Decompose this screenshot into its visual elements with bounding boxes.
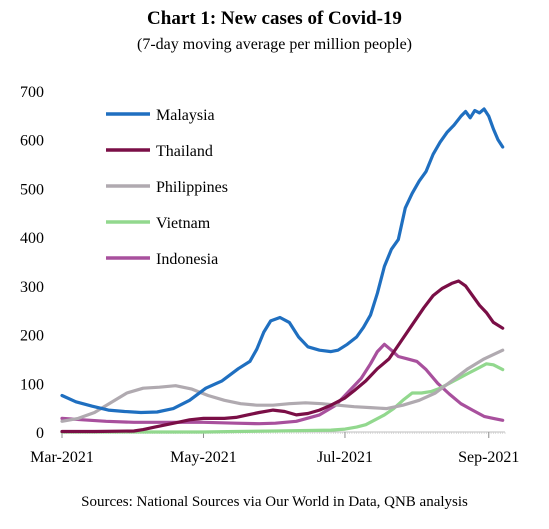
series-line-thailand — [60, 279, 505, 434]
chart-subtitle: (7-day moving average per million people… — [136, 36, 412, 53]
x-axis: Mar-2021 May-2021 Jul-2021 Sep-2021 — [30, 431, 519, 466]
y-tick-label: 400 — [20, 230, 44, 247]
legend-label: Vietnam — [156, 215, 211, 232]
x-tick-label: May-2021 — [170, 449, 237, 466]
x-tick-label: Jul-2021 — [317, 449, 373, 466]
legend-label: Malaysia — [156, 107, 215, 124]
legend-item-thailand: Thailand — [106, 143, 213, 160]
y-tick-label: 0 — [36, 425, 44, 442]
y-tick-label: 500 — [20, 181, 44, 198]
y-tick-label: 100 — [20, 376, 44, 393]
legend-item-philippines: Philippines — [106, 179, 228, 196]
y-tick-label: 700 — [20, 84, 44, 101]
legend-label: Thailand — [156, 143, 213, 160]
chart-title: Chart 1: New cases of Covid-19 — [147, 8, 402, 29]
x-tick-label: Sep-2021 — [458, 449, 519, 466]
series-line-indonesia — [60, 342, 505, 426]
legend-item-malaysia: Malaysia — [106, 107, 215, 124]
series-line-philippines — [60, 348, 505, 423]
legend-label: Philippines — [156, 179, 228, 196]
legend: Malaysia Thailand Philippines Vietnam Indone… — [106, 107, 228, 268]
y-axis: 0 100 200 300 400 500 600 700 — [20, 84, 44, 442]
series-line-malaysia — [60, 107, 505, 415]
legend-label: Indonesia — [156, 251, 218, 268]
series-lines — [60, 107, 505, 434]
legend-item-indonesia: Indonesia — [106, 251, 218, 268]
y-tick-label: 300 — [20, 279, 44, 296]
y-tick-label: 200 — [20, 328, 44, 345]
y-tick-label: 600 — [20, 133, 44, 150]
chart-source: Sources: National Sources via Our World … — [81, 494, 468, 510]
legend-item-vietnam: Vietnam — [106, 215, 211, 232]
x-tick-label: Mar-2021 — [30, 449, 94, 466]
